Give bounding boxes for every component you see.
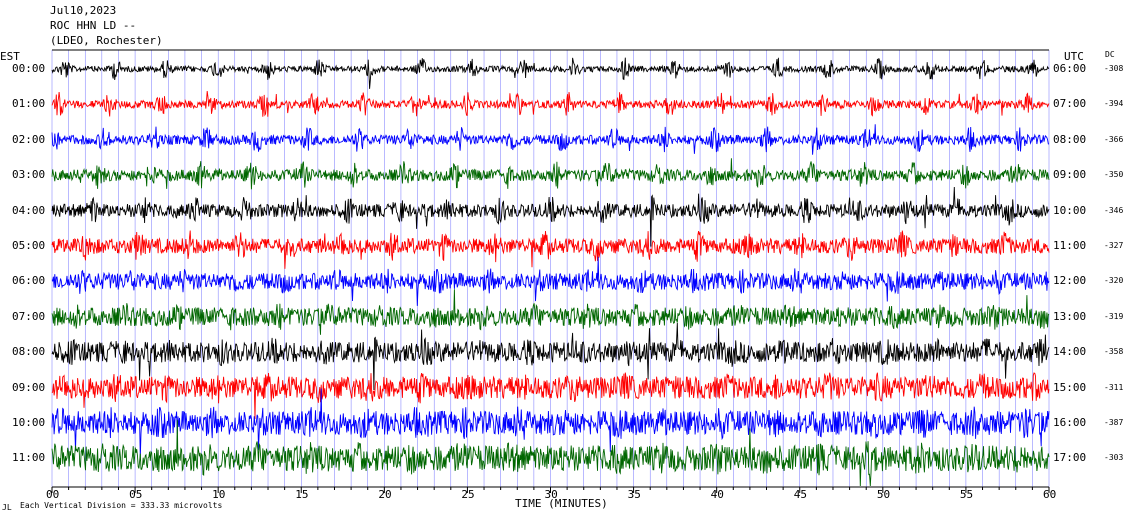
- seismic-traces: [51, 57, 1050, 487]
- utc-hour-label: 09:00: [1053, 168, 1087, 182]
- x-tick-label: 35: [627, 488, 641, 501]
- trace-hour-0000: [51, 57, 1050, 89]
- trace-hour-1000: [51, 388, 1050, 458]
- utc-hour-label: 10:00: [1053, 203, 1087, 217]
- est-hour-label: 05:00: [12, 239, 46, 252]
- trace-hour-0300: [51, 158, 1050, 190]
- est-hour-label: 00:00: [12, 62, 46, 75]
- station-label: ROC HHN LD --: [50, 19, 137, 32]
- est-hour-label: 08:00: [12, 345, 46, 359]
- trace-hour-0600: [51, 256, 1050, 306]
- utc-hour-label: 08:00: [1053, 132, 1087, 146]
- x-tick-label: 20: [378, 488, 392, 501]
- x-tick-label: 00: [46, 488, 60, 501]
- dc-offset-label: -319: [1104, 311, 1124, 321]
- x-tick-label: 25: [461, 488, 475, 501]
- dc-offset-label: -303: [1104, 453, 1124, 463]
- utc-hour-label: 06:00: [1053, 62, 1087, 75]
- x-tick-label: 55: [959, 488, 974, 501]
- est-hour-label: 04:00: [12, 203, 46, 217]
- right-timezone-label: UTC: [1064, 50, 1084, 63]
- x-tick-label: 50: [876, 488, 891, 501]
- x-tick-label: 15: [295, 488, 309, 501]
- x-axis-title: TIME (MINUTES): [515, 497, 608, 510]
- x-tick-label: 45: [793, 488, 807, 501]
- dc-offset-label: -350: [1104, 170, 1124, 180]
- date-label: Jul10,2023: [50, 4, 117, 17]
- dc-offset-label: -387: [1104, 418, 1124, 427]
- est-hour-label: 02:00: [12, 132, 46, 146]
- trace-hour-0700: [51, 289, 1050, 335]
- est-hour-label: 09:00: [12, 380, 46, 394]
- dc-offset-label: -366: [1104, 134, 1124, 144]
- dc-offset-label: -320: [1104, 276, 1124, 286]
- utc-hour-label: 14:00: [1053, 345, 1087, 359]
- dc-offset-label: -394: [1104, 99, 1124, 109]
- dc-offset-label: -311: [1104, 382, 1124, 392]
- utc-hour-label: 11:00: [1053, 239, 1087, 252]
- utc-hour-label: 15:00: [1053, 380, 1087, 394]
- trace-hour-0400: [51, 186, 1050, 247]
- utc-hour-label: 16:00: [1053, 416, 1087, 429]
- x-tick-label: 05: [129, 488, 143, 501]
- x-tick-label: 60: [1043, 488, 1057, 501]
- dc-offset-label: -358: [1104, 347, 1124, 357]
- dc-offset-label: -308: [1104, 64, 1124, 73]
- trace-hour-0900: [51, 372, 1050, 420]
- dc-offset-label: -346: [1104, 205, 1124, 215]
- footer-mark: JL: [2, 503, 12, 512]
- x-tick-label: 30: [544, 488, 558, 501]
- utc-hour-label: 13:00: [1053, 309, 1087, 323]
- dc-offset-label: -327: [1104, 241, 1124, 250]
- location-label: (LDEO, Rochester): [50, 34, 163, 47]
- trace-hour-0200: [51, 124, 1050, 155]
- utc-hour-label: 17:00: [1053, 451, 1087, 465]
- trace-hour-0800: [51, 322, 1050, 391]
- est-hour-label: 03:00: [12, 168, 46, 182]
- trace-hour-0500: [51, 230, 1050, 269]
- est-hour-label: 01:00: [12, 97, 46, 111]
- est-hour-label: 11:00: [12, 451, 46, 465]
- trace-hour-1100: [51, 420, 1050, 487]
- left-timezone-label: EST: [0, 50, 20, 63]
- time-axis: [51, 49, 1050, 493]
- utc-hour-label: 12:00: [1053, 274, 1087, 288]
- est-hour-label: 06:00: [12, 274, 46, 288]
- vertical-division-note: Each Vertical Division = 333.33 microvol…: [20, 501, 223, 510]
- x-tick-label: 40: [710, 488, 724, 501]
- x-tick-label: 10: [212, 488, 226, 501]
- utc-hour-label: 07:00: [1053, 97, 1087, 111]
- est-hour-label: 07:00: [12, 309, 46, 323]
- dc-header-label: DC: [1105, 50, 1115, 59]
- est-hour-label: 10:00: [12, 416, 46, 429]
- trace-hour-0100: [51, 90, 1050, 117]
